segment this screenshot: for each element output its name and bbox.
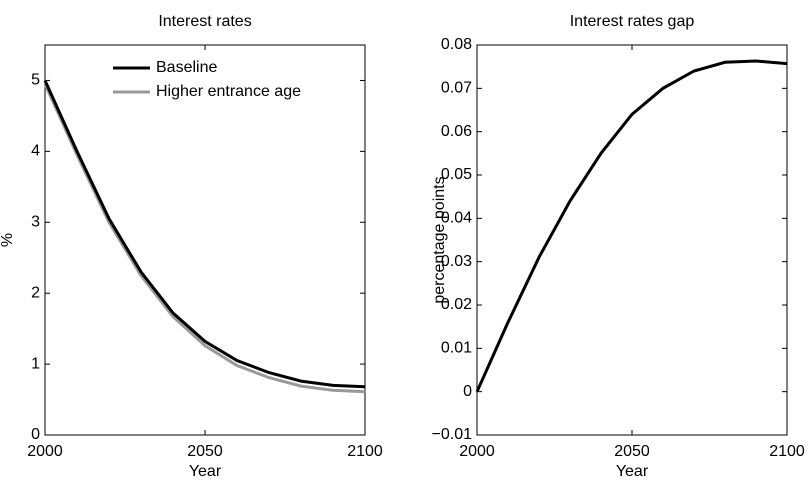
plot-frame <box>476 44 788 436</box>
legend-label: Baseline <box>156 59 217 76</box>
x-tick-label: 2100 <box>769 443 805 460</box>
legend-label: Higher entrance age <box>156 83 301 100</box>
x-axis-label: Year <box>189 463 222 480</box>
chart-title: Interest rates gap <box>570 13 695 30</box>
y-tick-label: 0.04 <box>441 210 472 227</box>
y-tick-label: 3 <box>31 213 40 230</box>
y-tick-label: 0.07 <box>441 80 472 97</box>
y-axis-label: percentage points <box>431 176 448 303</box>
y-tick-label: −0.01 <box>432 426 473 443</box>
y-tick-label: 0 <box>463 383 472 400</box>
y-tick-label: 0.01 <box>441 340 472 357</box>
y-tick-label: 2 <box>31 284 40 301</box>
y-tick-label: 5 <box>31 72 40 89</box>
y-tick-label: 1 <box>31 355 40 372</box>
x-tick-label: 2100 <box>347 443 383 460</box>
y-tick-label: 0 <box>31 426 40 443</box>
series-line <box>475 59 788 393</box>
y-axis-label: % <box>0 233 16 247</box>
x-axis-label: Year <box>616 463 649 480</box>
x-tick-label: 2000 <box>27 443 63 460</box>
x-tick-label: 2000 <box>459 443 495 460</box>
y-tick-label: 0.03 <box>441 253 472 270</box>
y-tick-label: 0.02 <box>441 296 472 313</box>
series-line <box>43 83 366 394</box>
chart-title: Interest rates <box>158 13 251 30</box>
y-tick-label: 0.08 <box>441 36 472 53</box>
y-tick-label: 0.05 <box>441 166 472 183</box>
plot-frame <box>44 44 366 436</box>
y-tick-label: 4 <box>31 143 40 160</box>
series-line <box>43 79 366 389</box>
x-tick-label: 2050 <box>187 443 223 460</box>
x-tick-label: 2050 <box>614 443 650 460</box>
y-tick-label: 0.06 <box>441 123 472 140</box>
